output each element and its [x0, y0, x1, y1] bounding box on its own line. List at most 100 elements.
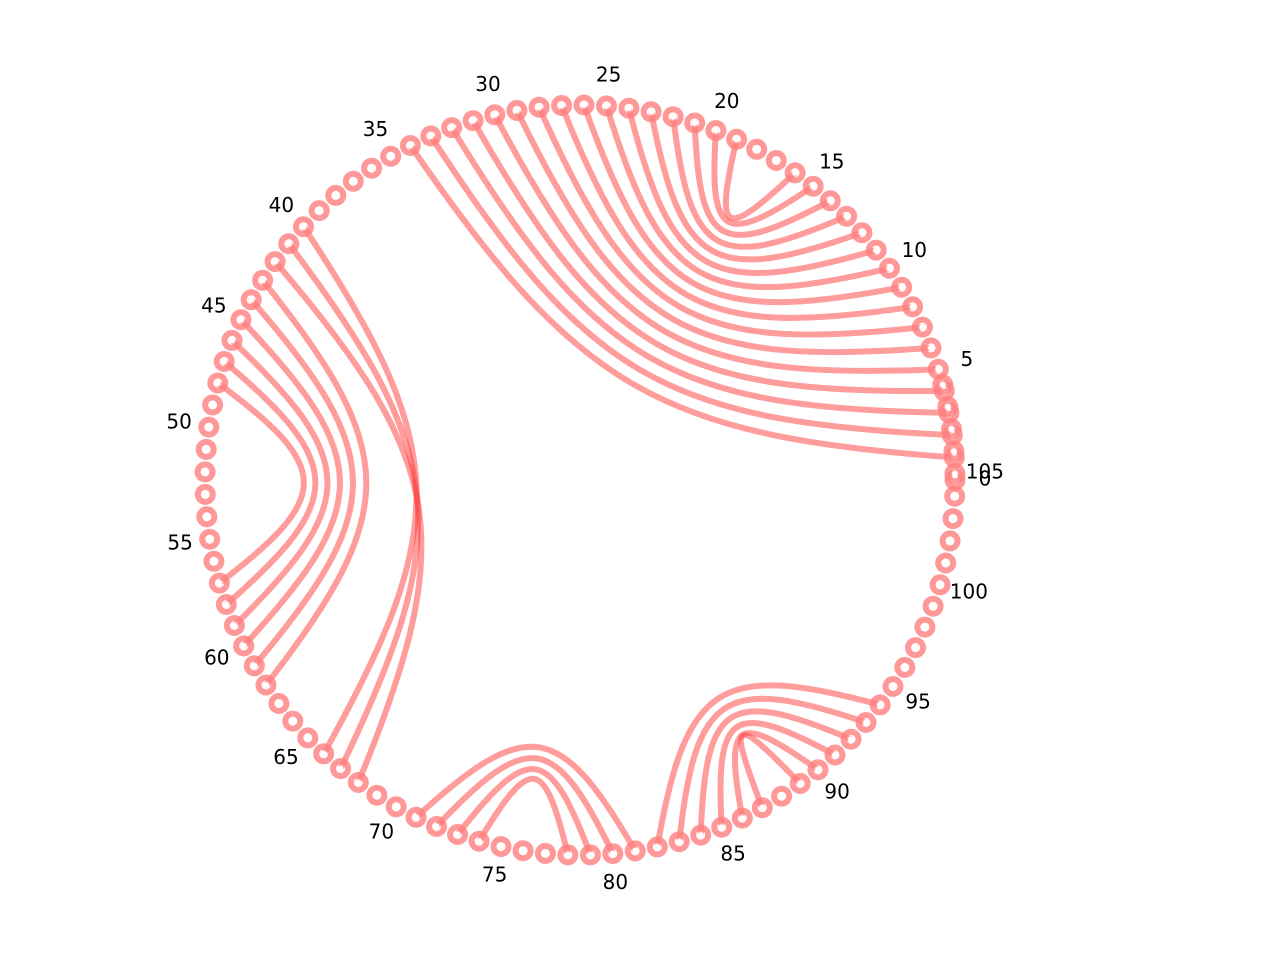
node-109: [932, 374, 954, 396]
link-15-20: [711, 127, 817, 227]
node-54: [196, 506, 218, 528]
node-81: [624, 840, 646, 862]
node-7: [911, 316, 933, 338]
node-64: [282, 710, 304, 732]
tick-label-85: 85: [720, 842, 745, 866]
node-29: [506, 99, 528, 121]
link-85-91: [717, 719, 838, 831]
node-87: [751, 797, 773, 819]
tick-label-45: 45: [201, 293, 226, 317]
node-92: [840, 728, 862, 750]
link-84-92: [697, 708, 854, 839]
tick-label-5: 5: [961, 347, 974, 371]
node-17: [765, 150, 787, 171]
node-40: [293, 216, 314, 238]
node-51: [195, 438, 217, 460]
node-85: [711, 816, 733, 838]
link-13-22: [670, 113, 850, 250]
node-98: [914, 616, 936, 638]
node-8: [902, 296, 924, 318]
node-46: [221, 329, 243, 351]
node-45: [230, 309, 252, 331]
node-47: [213, 351, 235, 372]
node-31: [462, 110, 484, 132]
link-44-61: [248, 296, 356, 669]
node-30: [484, 104, 506, 126]
node-38: [325, 184, 347, 206]
node-79: [579, 844, 601, 866]
node-97: [905, 637, 926, 659]
node-27: [551, 95, 573, 116]
link-45-60: [238, 316, 343, 649]
link-1-34: [407, 142, 958, 461]
link-72-80: [433, 755, 616, 857]
node-57: [208, 572, 230, 594]
link-83-93: [676, 695, 869, 845]
node-23: [640, 101, 662, 123]
node-33: [420, 125, 442, 147]
node-6: [920, 337, 942, 359]
nodes-layer: [194, 94, 966, 866]
node-58: [215, 594, 237, 615]
link-8-27: [558, 102, 916, 321]
link-14-21: [691, 120, 834, 238]
link-46-59: [229, 337, 331, 629]
tick-label-100: 100: [950, 580, 988, 604]
link-11-24: [625, 105, 880, 276]
node-62: [255, 674, 277, 696]
node-78: [557, 844, 579, 866]
node-39: [308, 200, 330, 222]
node-70: [385, 796, 407, 818]
node-106: [943, 440, 965, 462]
node-69: [366, 784, 388, 806]
node-99: [922, 595, 944, 617]
node-68: [347, 772, 369, 793]
tick-label-35: 35: [363, 117, 388, 141]
node-67: [330, 758, 352, 780]
node-52: [194, 461, 216, 483]
node-74: [468, 830, 490, 852]
link-16-19: [722, 136, 799, 222]
node-108: [937, 396, 959, 418]
node-101: [935, 552, 957, 574]
node-73: [447, 824, 469, 845]
tick-label-60: 60: [204, 646, 229, 670]
link-74-78: [476, 775, 571, 858]
node-75: [490, 836, 512, 858]
node-53: [194, 483, 216, 505]
node-86: [731, 807, 753, 829]
node-18: [746, 138, 768, 160]
node-26: [573, 94, 595, 116]
node-34: [399, 135, 421, 156]
node-9: [891, 276, 913, 298]
node-100: [929, 574, 951, 596]
node-103: [942, 508, 964, 530]
node-107: [941, 418, 962, 440]
node-82: [646, 836, 668, 858]
node-91: [824, 744, 846, 766]
tick-label-10: 10: [902, 238, 927, 262]
node-88: [771, 785, 793, 807]
link-73-79: [454, 766, 594, 858]
tick-label-80: 80: [603, 870, 628, 894]
node-28: [528, 96, 550, 118]
tick-label-50: 50: [166, 409, 191, 433]
node-12: [851, 222, 873, 244]
node-21: [684, 112, 706, 134]
node-43: [252, 269, 274, 291]
node-96: [894, 656, 916, 678]
tick-label-30: 30: [475, 72, 500, 96]
node-19: [726, 128, 748, 150]
link-47-58: [221, 358, 319, 608]
links-layer: [214, 102, 958, 858]
link-87-89: [738, 732, 804, 811]
node-36: [361, 157, 383, 179]
node-22: [662, 106, 684, 128]
node-59: [223, 615, 245, 636]
node-55: [199, 528, 221, 550]
node-20: [705, 120, 727, 141]
labels-layer: 0 5 10 15 20 25 30 35 40 45 50 55 60 65 70 75 80 85 90 95 10…: [166, 63, 1004, 894]
link-42-68: [272, 258, 425, 786]
link-82-94: [654, 682, 884, 850]
node-13: [836, 205, 858, 227]
